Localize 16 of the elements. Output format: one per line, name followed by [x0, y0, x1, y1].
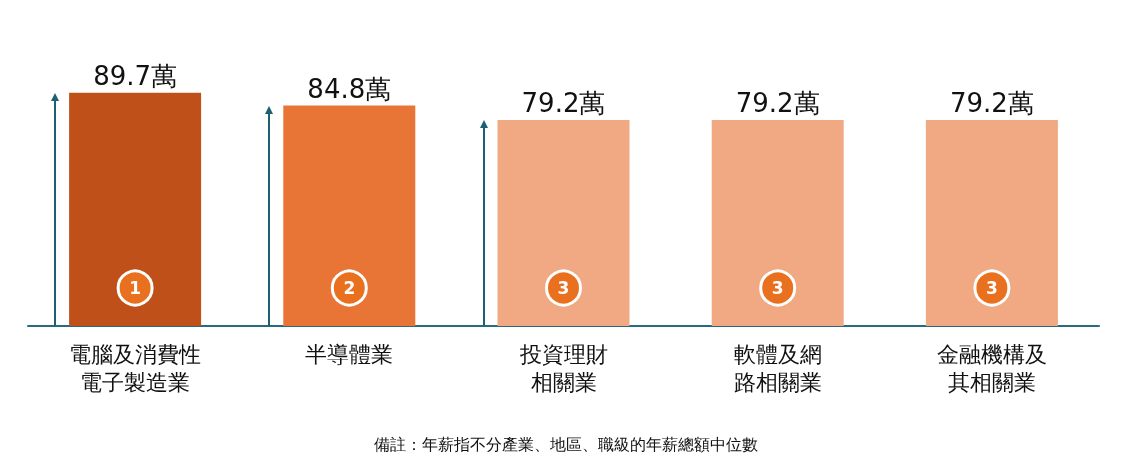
annotation: 2 [343, 278, 356, 298]
annotation: 3 [557, 278, 570, 298]
annotation: 3 [771, 278, 784, 298]
data-label: 79.2萬 [735, 88, 820, 119]
annotation: 3 [985, 278, 998, 298]
x-tick-label: 電腦及消費性電子製造業 [69, 341, 202, 395]
x-tick-label: 軟體及網路相關業 [733, 341, 822, 395]
data-label: 79.2萬 [949, 88, 1034, 119]
x-tick-label: 金融機構及其相關業 [936, 341, 1047, 395]
data-label: 79.2萬 [521, 88, 606, 119]
annotation: 1 [129, 278, 142, 298]
text: 備註：年薪指不分產業、地區、職級的年薪總額中位數 [374, 434, 758, 454]
x-tick-label: 半導體業 [305, 341, 394, 367]
data-label: 84.8萬 [307, 73, 392, 104]
data-label: 89.7萬 [93, 60, 178, 91]
x-tick-label: 投資理財相關業 [518, 341, 608, 395]
